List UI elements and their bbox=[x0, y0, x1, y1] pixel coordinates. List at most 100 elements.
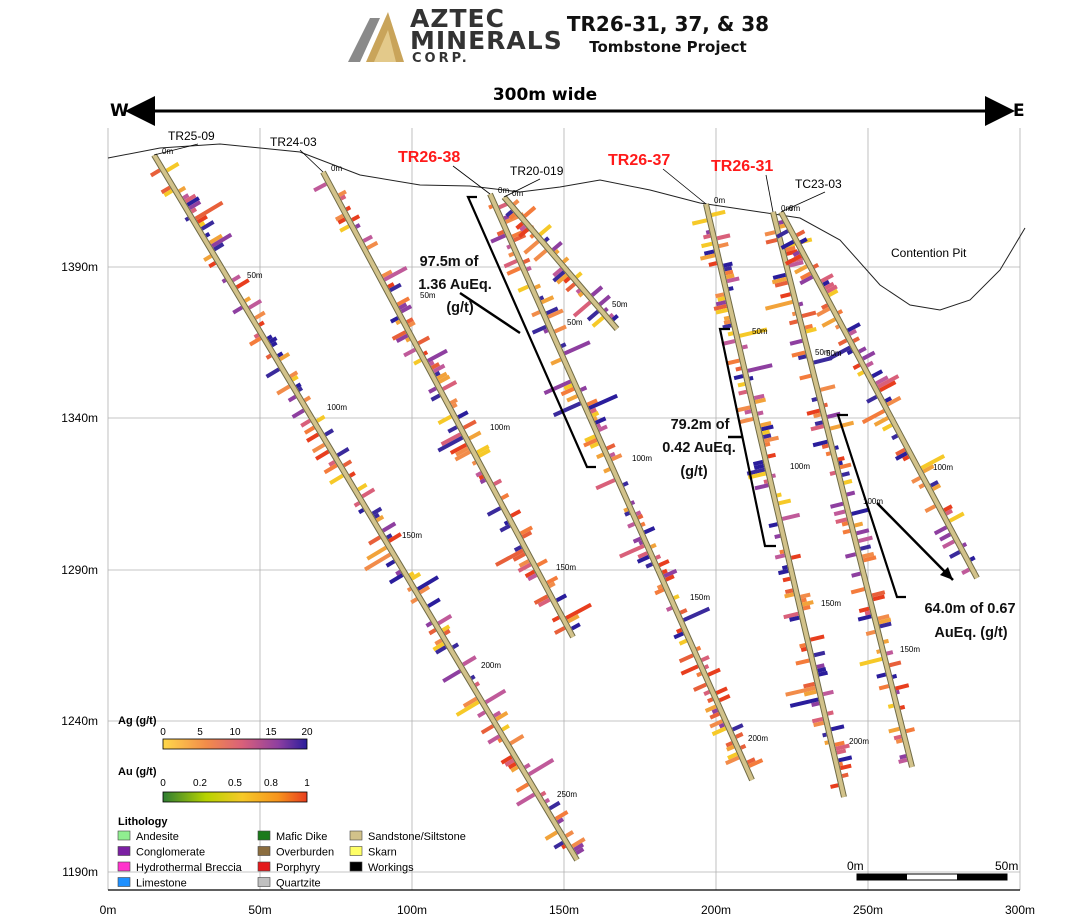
assay-bar bbox=[591, 410, 600, 418]
assay-bar bbox=[548, 800, 561, 811]
assay-bar bbox=[403, 347, 417, 358]
assay-bar bbox=[395, 333, 409, 344]
au-tick-08: 0.8 bbox=[264, 778, 278, 789]
assay-bar bbox=[182, 193, 190, 200]
assay-bar bbox=[515, 782, 530, 793]
assay-bar bbox=[518, 559, 530, 568]
assay-bar bbox=[761, 424, 774, 432]
assay-bar bbox=[799, 237, 808, 245]
assay-bar bbox=[521, 530, 533, 539]
assay-bar bbox=[584, 434, 596, 443]
assay-bar bbox=[495, 710, 509, 722]
drillhole-label: TR25-09 bbox=[168, 129, 215, 143]
assay-bar bbox=[434, 638, 443, 646]
assay-bar bbox=[570, 622, 581, 631]
assay-bar bbox=[791, 311, 796, 317]
assay-bar bbox=[886, 650, 894, 656]
assay-bar bbox=[565, 602, 592, 620]
assay-bar bbox=[497, 737, 503, 744]
assay-bar bbox=[843, 478, 853, 485]
east-label: E bbox=[1013, 101, 1025, 121]
au-tick-02: 0.2 bbox=[193, 778, 207, 789]
assay-bar bbox=[508, 251, 515, 258]
intercept-2-line1: 79.2m of bbox=[671, 417, 730, 433]
assay-bar bbox=[861, 409, 886, 425]
assay-bar bbox=[471, 460, 477, 466]
assay-bar bbox=[871, 590, 886, 598]
assay-bar bbox=[385, 559, 396, 568]
assay-bar bbox=[661, 568, 668, 575]
assay-bar bbox=[603, 467, 611, 474]
assay-bar bbox=[423, 350, 429, 356]
ag-tick-5: 5 bbox=[197, 727, 203, 738]
assay-bar bbox=[801, 310, 817, 318]
assay-bar bbox=[762, 433, 772, 440]
assay-bar bbox=[531, 324, 547, 335]
assay-bar bbox=[828, 288, 839, 297]
assay-bar bbox=[824, 740, 829, 746]
assay-bar bbox=[539, 295, 545, 301]
logo-mark-icon bbox=[348, 12, 404, 62]
assay-bar bbox=[724, 269, 734, 276]
assay-bar bbox=[835, 743, 850, 751]
assay-bar bbox=[789, 260, 804, 268]
assay-bar bbox=[837, 309, 844, 315]
assay-bar bbox=[841, 471, 851, 478]
assay-bar bbox=[388, 573, 404, 585]
assay-bar bbox=[186, 196, 200, 207]
assay-bar bbox=[822, 279, 830, 287]
assay-bar bbox=[163, 189, 174, 198]
label-leader bbox=[780, 191, 826, 213]
assay-bar bbox=[432, 641, 445, 652]
assay-bar bbox=[678, 653, 694, 664]
assay-bar bbox=[786, 249, 798, 256]
assay-bar bbox=[545, 306, 559, 316]
assay-bar bbox=[462, 696, 478, 708]
assay-bar bbox=[889, 660, 902, 668]
assay-bar bbox=[561, 844, 567, 850]
assay-bar bbox=[813, 412, 822, 419]
lithology-legend-item: Hydrothermal Breccia bbox=[117, 861, 243, 874]
assay-bar bbox=[680, 664, 699, 676]
assay-bar bbox=[711, 726, 727, 737]
assay-bar bbox=[784, 253, 802, 266]
x-tick-0: 0m bbox=[100, 903, 117, 917]
drillhole-tr26-37: TR26-37 0m 50m 100m 150m 200m bbox=[608, 152, 869, 798]
assay-bar bbox=[851, 507, 870, 516]
depth-label: 150m bbox=[402, 531, 422, 540]
assay-bar bbox=[366, 545, 388, 561]
drillhole-tc23-03: TC23-03 0m 50m 100m bbox=[776, 177, 980, 580]
assay-bar bbox=[821, 317, 836, 328]
assay-bar bbox=[746, 757, 756, 765]
assay-bar bbox=[531, 310, 541, 318]
ag-tick-20: 20 bbox=[301, 727, 313, 738]
assay-bar bbox=[774, 553, 786, 560]
lithology-label: Mafic Dike bbox=[276, 831, 327, 843]
assay-bar bbox=[391, 330, 407, 341]
assay-bar bbox=[476, 444, 490, 455]
drillhole-label: TR24-03 bbox=[270, 135, 317, 149]
assay-bar bbox=[886, 395, 902, 407]
assay-bar bbox=[715, 686, 728, 695]
assay-bar bbox=[656, 584, 663, 590]
assay-bar bbox=[761, 429, 771, 436]
assay-bar bbox=[573, 842, 585, 852]
assay-bar bbox=[276, 384, 291, 396]
assay-bar bbox=[546, 575, 559, 585]
assay-bar bbox=[933, 525, 948, 536]
lithology-swatch bbox=[349, 861, 363, 872]
depth-label: 200m bbox=[748, 734, 768, 743]
assay-bar bbox=[571, 837, 586, 849]
assay-bar bbox=[345, 205, 352, 212]
assay-bar bbox=[883, 638, 890, 644]
assay-bar bbox=[939, 532, 952, 542]
assay-bar bbox=[728, 286, 734, 291]
assay-bar bbox=[830, 501, 844, 509]
assay-bar bbox=[551, 240, 563, 252]
label-leader bbox=[503, 178, 541, 198]
assay-bar bbox=[949, 550, 961, 559]
assay-bar bbox=[253, 333, 260, 339]
assay-bar bbox=[735, 366, 742, 372]
label-leader bbox=[153, 143, 199, 156]
